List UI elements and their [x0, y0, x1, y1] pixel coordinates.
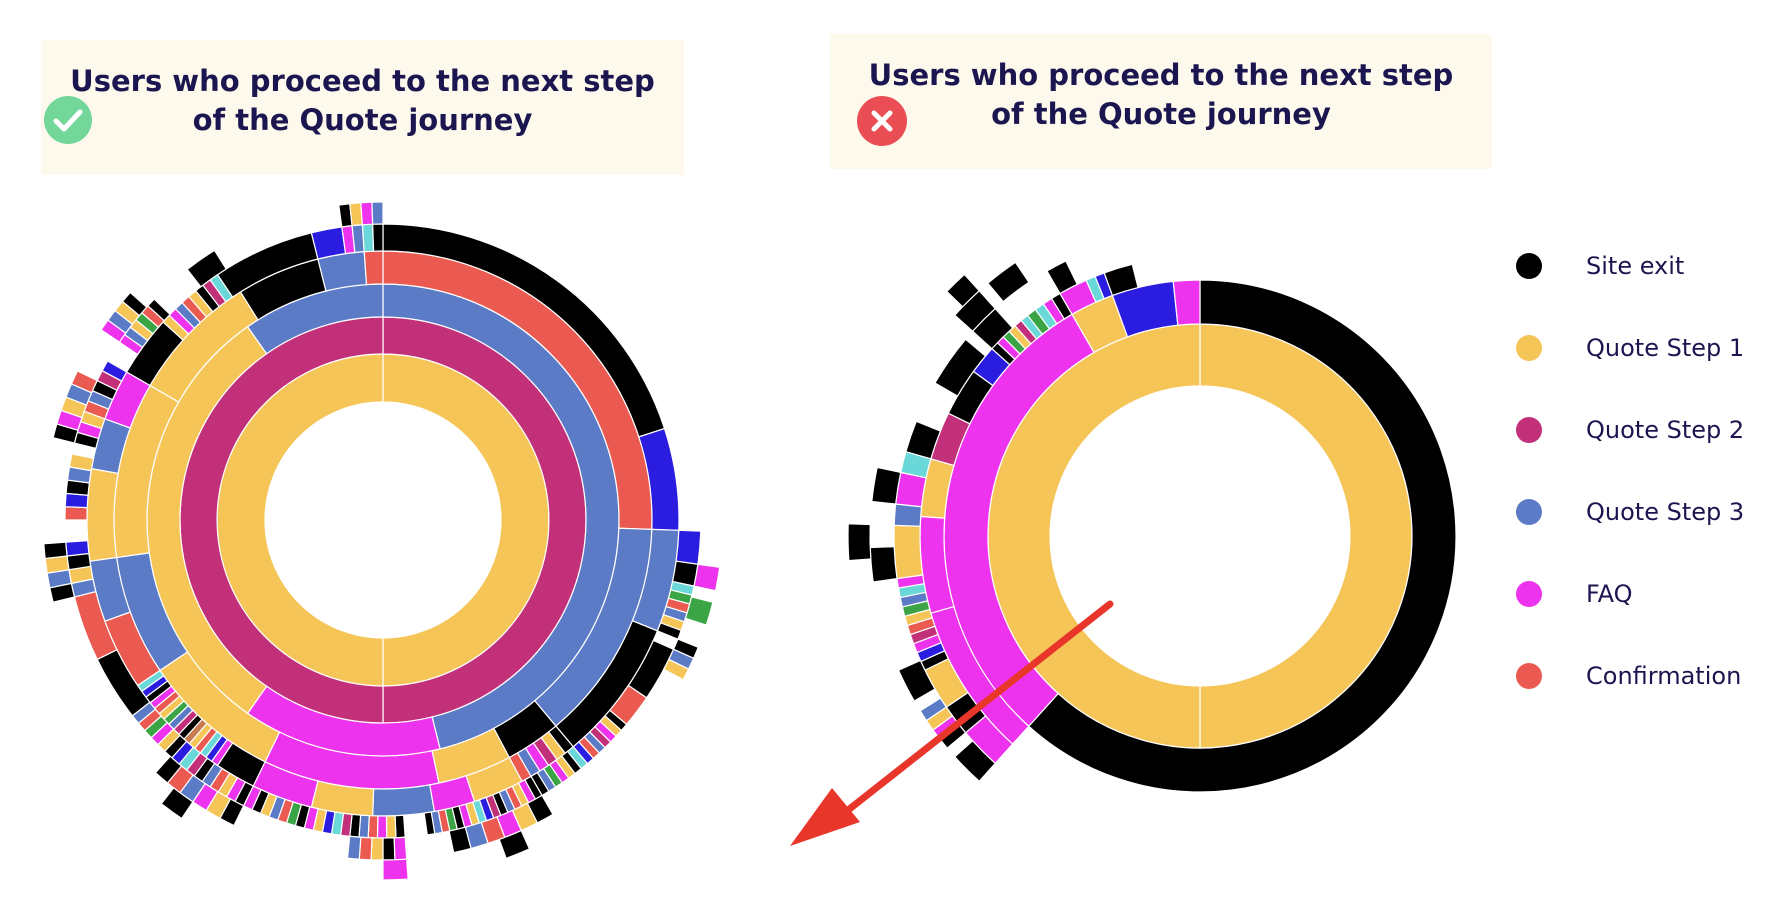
ring-6-site-exit [847, 523, 872, 562]
ring-8-site-exit [160, 787, 194, 820]
ring-5-site-exit-c [869, 546, 898, 583]
arrow-head [790, 788, 860, 846]
left-title-line-2: of the Quote journey [192, 103, 533, 137]
right-title-line-1: Users who proceed to the next step [868, 58, 1454, 92]
legend-label: Quote Step 3 [1586, 498, 1745, 526]
sunburst-sliver [662, 658, 690, 681]
right-title-line-2: of the Quote journey [991, 97, 1331, 131]
sunburst-sliver [919, 697, 948, 722]
sunburst-sliver [360, 201, 374, 226]
sunburst-sliver [656, 622, 682, 640]
sunburst-sliver [361, 223, 375, 253]
sunburst-sliver [65, 540, 90, 557]
sunburst-sliver [382, 837, 396, 861]
arrow-shaft [834, 600, 1114, 822]
ring-8-faq [382, 858, 409, 881]
ring-2-faq-b [1172, 279, 1201, 326]
sunburst-sliver [385, 815, 397, 839]
ring-4-quote-step-3 [893, 503, 923, 527]
ring-4-confirmation-b [363, 250, 384, 286]
legend-label: Site exit [1586, 252, 1685, 280]
right-title-box: Users who proceed to the next step of th… [830, 34, 1492, 169]
sunburst-sliver [376, 815, 388, 839]
arrow-annotation [790, 600, 1114, 846]
ring-6-site-exit-b [945, 273, 981, 308]
legend-swatch [1516, 335, 1542, 361]
sunburst-sliver [371, 201, 384, 225]
ring-5-site-exit [953, 739, 997, 783]
right-sunburst [847, 260, 1457, 793]
ring-6-site-exit-d [186, 249, 227, 288]
legend-swatch [1516, 663, 1542, 689]
legend-label: FAQ [1586, 580, 1633, 608]
sunburst-sliver [394, 814, 406, 839]
sunburst-sliver [101, 360, 128, 382]
ring-5-quote-step-1-c [86, 467, 119, 562]
sunburst-sliver [448, 826, 472, 854]
check-icon [44, 96, 92, 144]
sunburst-sliver [43, 541, 68, 560]
legend-label: Confirmation [1586, 662, 1742, 690]
sunburst-sliver [70, 370, 98, 394]
ring-4-site-exit-b [905, 420, 942, 460]
ring-6-blue [675, 529, 702, 565]
legend-swatch [1516, 499, 1542, 525]
ring-4-site-exit-e [1046, 260, 1079, 295]
ring-5-site-exit-b [897, 659, 936, 702]
ring-7-green [684, 596, 714, 626]
ring-5-site-exit-d [871, 466, 902, 505]
sunburst-sliver [121, 291, 148, 317]
sunburst-sliver [370, 837, 384, 861]
sunburst-sliver [64, 506, 88, 521]
left-title-box: Users who proceed to the next step of th… [41, 40, 684, 175]
ring-4-quote-step-1-b [893, 524, 924, 580]
ring-7-faq [693, 563, 721, 592]
ring-4-site-exit-c [934, 338, 987, 397]
left-sunburst [43, 201, 721, 881]
legend-label: Quote Step 2 [1586, 416, 1745, 444]
legend-swatch [1516, 253, 1542, 279]
sunburst-sliver [154, 755, 183, 784]
ring-8-site-exit-b [498, 829, 531, 860]
sunburst-sliver [423, 811, 436, 836]
legend-label: Quote Step 1 [1586, 334, 1745, 362]
ring-2-site-exit [1027, 279, 1457, 793]
sunburst-sliver [147, 298, 171, 322]
ring-5-site-exit-f [987, 261, 1030, 303]
ring-5-blue-b [310, 226, 347, 260]
sunburst-sliver [346, 835, 362, 860]
ring-5-quote-step-3-b [372, 784, 436, 817]
left-title-line-1: Users who proceed to the next step [70, 64, 655, 98]
sunburst-sliver [393, 836, 408, 861]
sunburst-sliver [372, 223, 384, 252]
sunburst-sliver [68, 453, 95, 472]
cross-icon [857, 96, 907, 146]
legend-swatch [1516, 417, 1542, 443]
legend-swatch [1516, 581, 1542, 607]
ring-3-site-exit-b [1103, 263, 1139, 297]
